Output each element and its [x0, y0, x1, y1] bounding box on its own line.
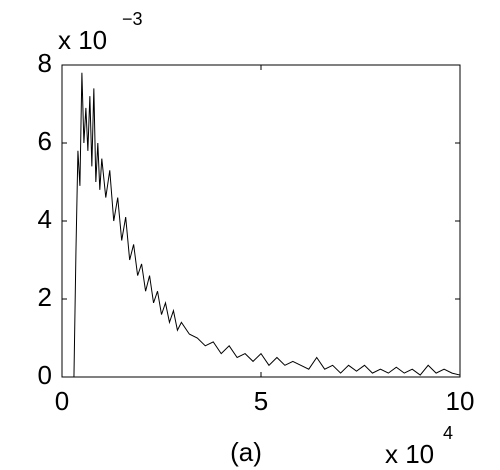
- data-line: [73, 72, 461, 378]
- x-multiplier-exponent: 4: [443, 423, 453, 443]
- y-multiplier-exponent: −3: [122, 9, 143, 29]
- y-tick-label: 8: [38, 48, 52, 78]
- x-multiplier: x 10: [385, 439, 434, 469]
- y-tick-label: 0: [38, 360, 52, 390]
- y-tick-label: 6: [38, 126, 52, 156]
- x-tick-label: 0: [55, 386, 69, 416]
- y-tick-label: 2: [38, 282, 52, 312]
- x-tick-label: 10: [446, 386, 475, 416]
- axes-box: [61, 64, 461, 378]
- caption: (a): [230, 437, 262, 467]
- y-multiplier: x 10: [58, 25, 107, 55]
- y-tick-label: 4: [38, 204, 52, 234]
- x-tick-label: 5: [254, 386, 268, 416]
